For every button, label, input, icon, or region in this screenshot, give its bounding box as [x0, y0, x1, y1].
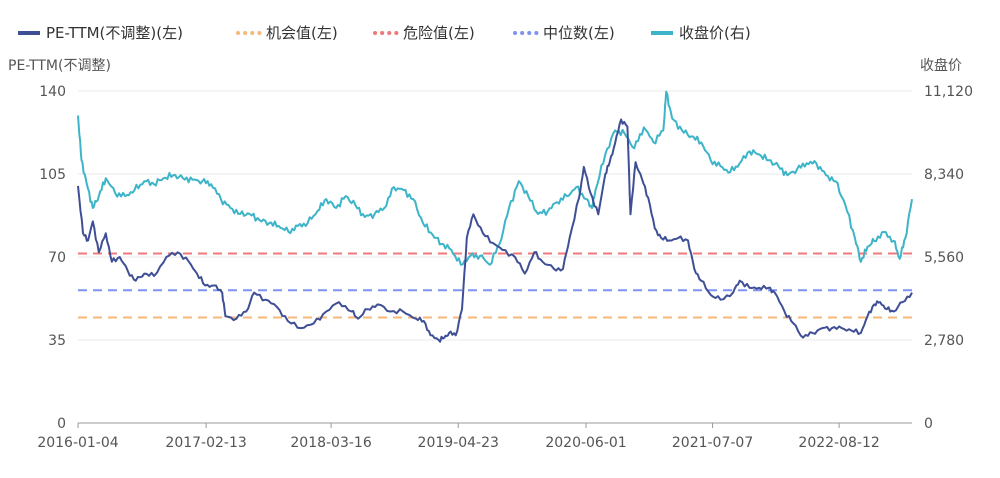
- y-left-tick-label: 70: [48, 250, 66, 266]
- series-lines: [77, 90, 913, 343]
- x-tick-label: 2018-03-16: [290, 435, 371, 451]
- y-right-title: 收盘价: [920, 57, 962, 74]
- legend-item-danger[interactable]: 危险值(左): [373, 24, 475, 42]
- legend-item-pe[interactable]: PE-TTM(不调整)(左): [18, 24, 183, 42]
- x-axis: 2016-01-04 2017-02-13 2018-03-16 2019-04-23…: [37, 423, 880, 451]
- y-right-tick-label: 2,780: [924, 333, 964, 349]
- legend-label-close: 收盘价(右): [679, 24, 751, 42]
- y-left-axis: 0 35 70 105 140: [39, 84, 66, 432]
- x-tick-label: 2019-04-23: [418, 435, 499, 451]
- y-right-tick-label: 11,120: [924, 84, 973, 100]
- legend-item-close[interactable]: 收盘价(右): [651, 24, 751, 42]
- legend-label-opp: 机会值(左): [266, 24, 338, 42]
- series-pe-ttm: [77, 118, 913, 343]
- y-left-tick-label: 35: [48, 333, 66, 349]
- y-left-title: PE-TTM(不调整): [8, 58, 111, 74]
- x-tick-label: 2017-02-13: [165, 435, 246, 451]
- y-right-tick-label: 0: [924, 416, 933, 432]
- legend-label-danger: 危险值(左): [403, 24, 475, 42]
- y-left-tick-label: 140: [39, 84, 66, 100]
- y-left-tick-label: 105: [39, 167, 66, 183]
- x-tick-label: 2020-06-01: [545, 435, 626, 451]
- y-left-tick-label: 0: [57, 416, 66, 432]
- y-right-tick-label: 5,560: [924, 250, 964, 266]
- x-tick-label: 2016-01-04: [37, 435, 118, 451]
- gridlines: [78, 90, 912, 424]
- y-right-axis: 0 2,780 5,560 8,340 11,120: [924, 84, 973, 432]
- x-tick-label: 2022-08-12: [798, 435, 879, 451]
- legend-item-opp[interactable]: 机会值(左): [236, 24, 338, 42]
- legend-label-median: 中位数(左): [543, 24, 615, 42]
- y-right-tick-label: 8,340: [924, 167, 964, 183]
- x-tick-label: 2021-07-07: [672, 435, 753, 451]
- reference-lines: [78, 252, 912, 319]
- legend-item-median[interactable]: 中位数(左): [513, 24, 615, 42]
- series-close-price: [77, 90, 913, 266]
- legend: PE-TTM(不调整)(左) 机会值(左) 危险值(左) 中位数(左) 收盘价(右): [18, 24, 751, 42]
- legend-label-pe: PE-TTM(不调整)(左): [46, 24, 183, 42]
